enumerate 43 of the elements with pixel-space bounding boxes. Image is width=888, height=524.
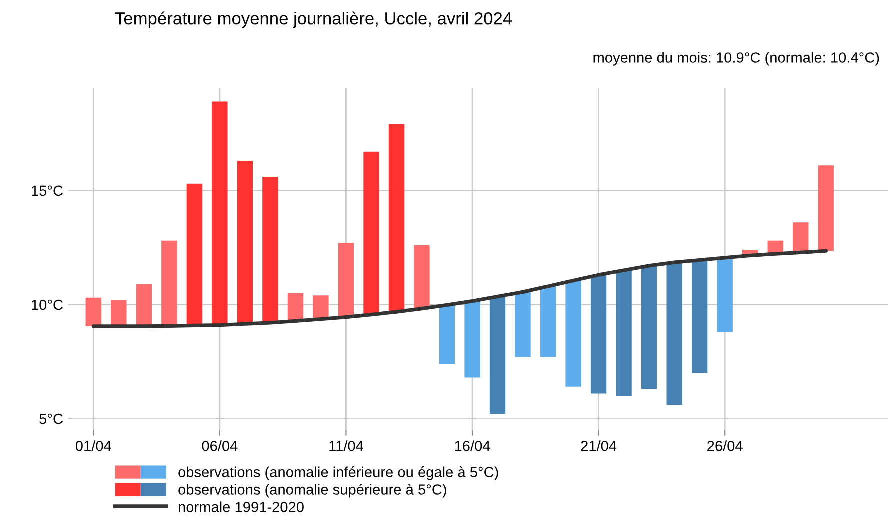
y-tick-label: 10°C [32,300,63,310]
bar [641,266,658,390]
chart-title: Température moyenne journalière, Uccle, avril 2024 [115,12,512,28]
bar [590,275,607,394]
bar [388,124,405,312]
bar [490,296,506,414]
bar [237,161,254,324]
x-tick-label: 16/04 [455,440,490,452]
legend-label: observations (anomalie inférieure ou égale à 5°C) [178,466,498,480]
line-series [92,249,828,328]
x-tick-label: 21/04 [581,440,617,452]
bar [692,260,708,374]
x-tick-label: 01/04 [76,440,112,452]
bar [439,305,456,364]
x-tick-label: 26/04 [708,440,743,452]
y-tick-label: 15°C [32,186,63,196]
bar [464,301,480,378]
bar [566,280,582,387]
legend-label: normale 1991-2020 [178,502,304,512]
bar [136,284,152,326]
bar [364,152,380,315]
y-tick-label: 5°C [40,414,63,424]
bar [288,293,304,322]
x-tick-label: 11/04 [330,440,364,452]
bar [616,270,632,396]
bar [540,286,556,358]
bar [717,258,733,332]
bar [111,300,127,326]
bar [793,222,809,253]
bar [313,296,329,320]
bar [515,292,531,358]
bar [86,298,102,326]
bar [818,166,834,252]
text: moyenne du mois: 10.9°C (normale: 10.4°C) [594,52,880,66]
x-tick-label: 06/04 [202,440,238,452]
bar [338,243,354,318]
bar [414,245,430,309]
legend-label: observations (anomalie supérieure à 5°C) [178,484,446,498]
bar [162,240,178,326]
bar [212,102,228,326]
bar [262,176,278,323]
bar [186,184,202,326]
bar [666,262,682,406]
